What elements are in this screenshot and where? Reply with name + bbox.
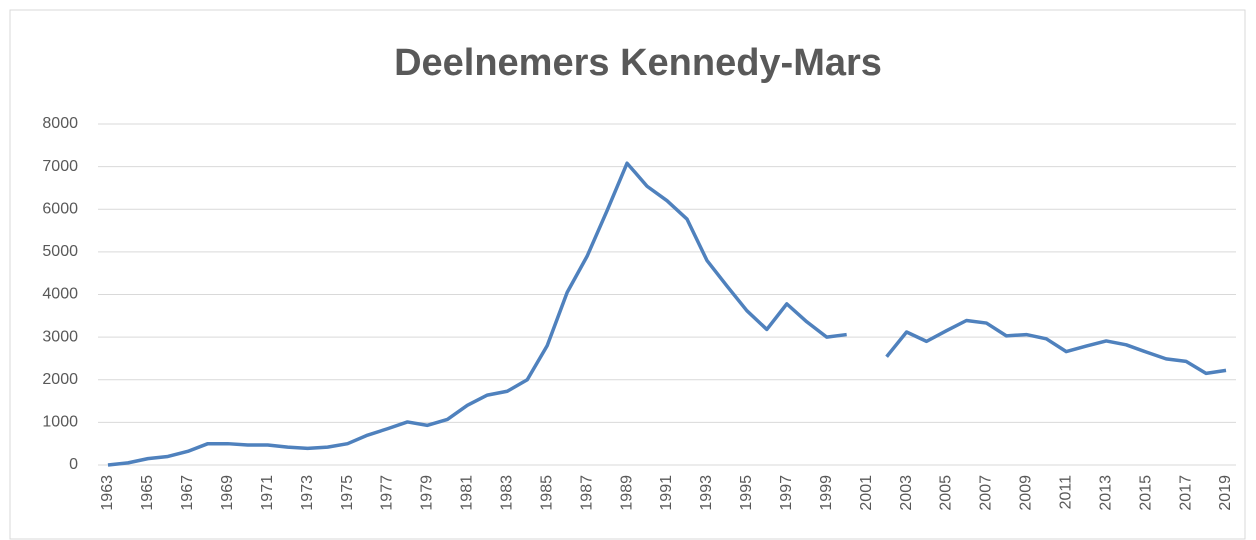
x-tick-label: 2019 (1217, 475, 1234, 511)
y-tick-label: 3000 (42, 328, 78, 345)
y-tick-label: 0 (69, 456, 78, 473)
series-line (107, 161, 1227, 467)
x-tick-label: 1993 (698, 475, 715, 511)
x-tick-label: 1991 (658, 475, 675, 511)
x-tick-label: 1989 (618, 475, 635, 511)
chart-border (9, 9, 1246, 540)
x-tick-label: 2001 (858, 475, 875, 511)
x-tick-label: 2005 (938, 475, 955, 511)
x-tick-label: 1999 (818, 475, 835, 511)
x-tick-label: 1981 (459, 475, 476, 511)
x-tick-label: 2003 (898, 475, 915, 511)
x-tick-label: 1997 (778, 475, 795, 511)
x-tick-label: 1995 (738, 475, 755, 511)
x-tick-label: 1973 (299, 475, 316, 511)
x-tick-label: 1979 (419, 475, 436, 511)
y-tick-label: 1000 (42, 414, 78, 431)
y-tick-label: 5000 (42, 243, 78, 260)
x-tick-label: 2013 (1097, 475, 1114, 511)
chart-title: Deelnemers Kennedy-Mars (394, 42, 882, 84)
x-tick-label: 1971 (259, 475, 276, 511)
x-tick-label: 1977 (379, 475, 396, 511)
x-tick-label: 2007 (978, 475, 995, 511)
x-tick-label: 1987 (578, 475, 595, 511)
y-tick-label: 4000 (42, 286, 78, 303)
x-tick-label: 2009 (1018, 475, 1035, 511)
x-tick-label: 1963 (99, 475, 116, 511)
y-tick-label: 2000 (42, 371, 78, 388)
x-tick-label: 1983 (498, 475, 515, 511)
x-tick-label: 1985 (538, 475, 555, 511)
x-tick-label: 2011 (1058, 475, 1075, 510)
y-tick-label: 6000 (42, 200, 78, 217)
x-tick-label: 1967 (179, 475, 196, 511)
x-tick-label: 2017 (1177, 475, 1194, 511)
x-tick-label: 2015 (1137, 475, 1154, 511)
x-tick-label: 1969 (219, 475, 236, 511)
y-tick-label: 7000 (42, 158, 78, 175)
y-tick-label: 8000 (42, 115, 78, 132)
x-tick-label: 1965 (139, 475, 156, 511)
x-tick-label: 1975 (339, 475, 356, 511)
